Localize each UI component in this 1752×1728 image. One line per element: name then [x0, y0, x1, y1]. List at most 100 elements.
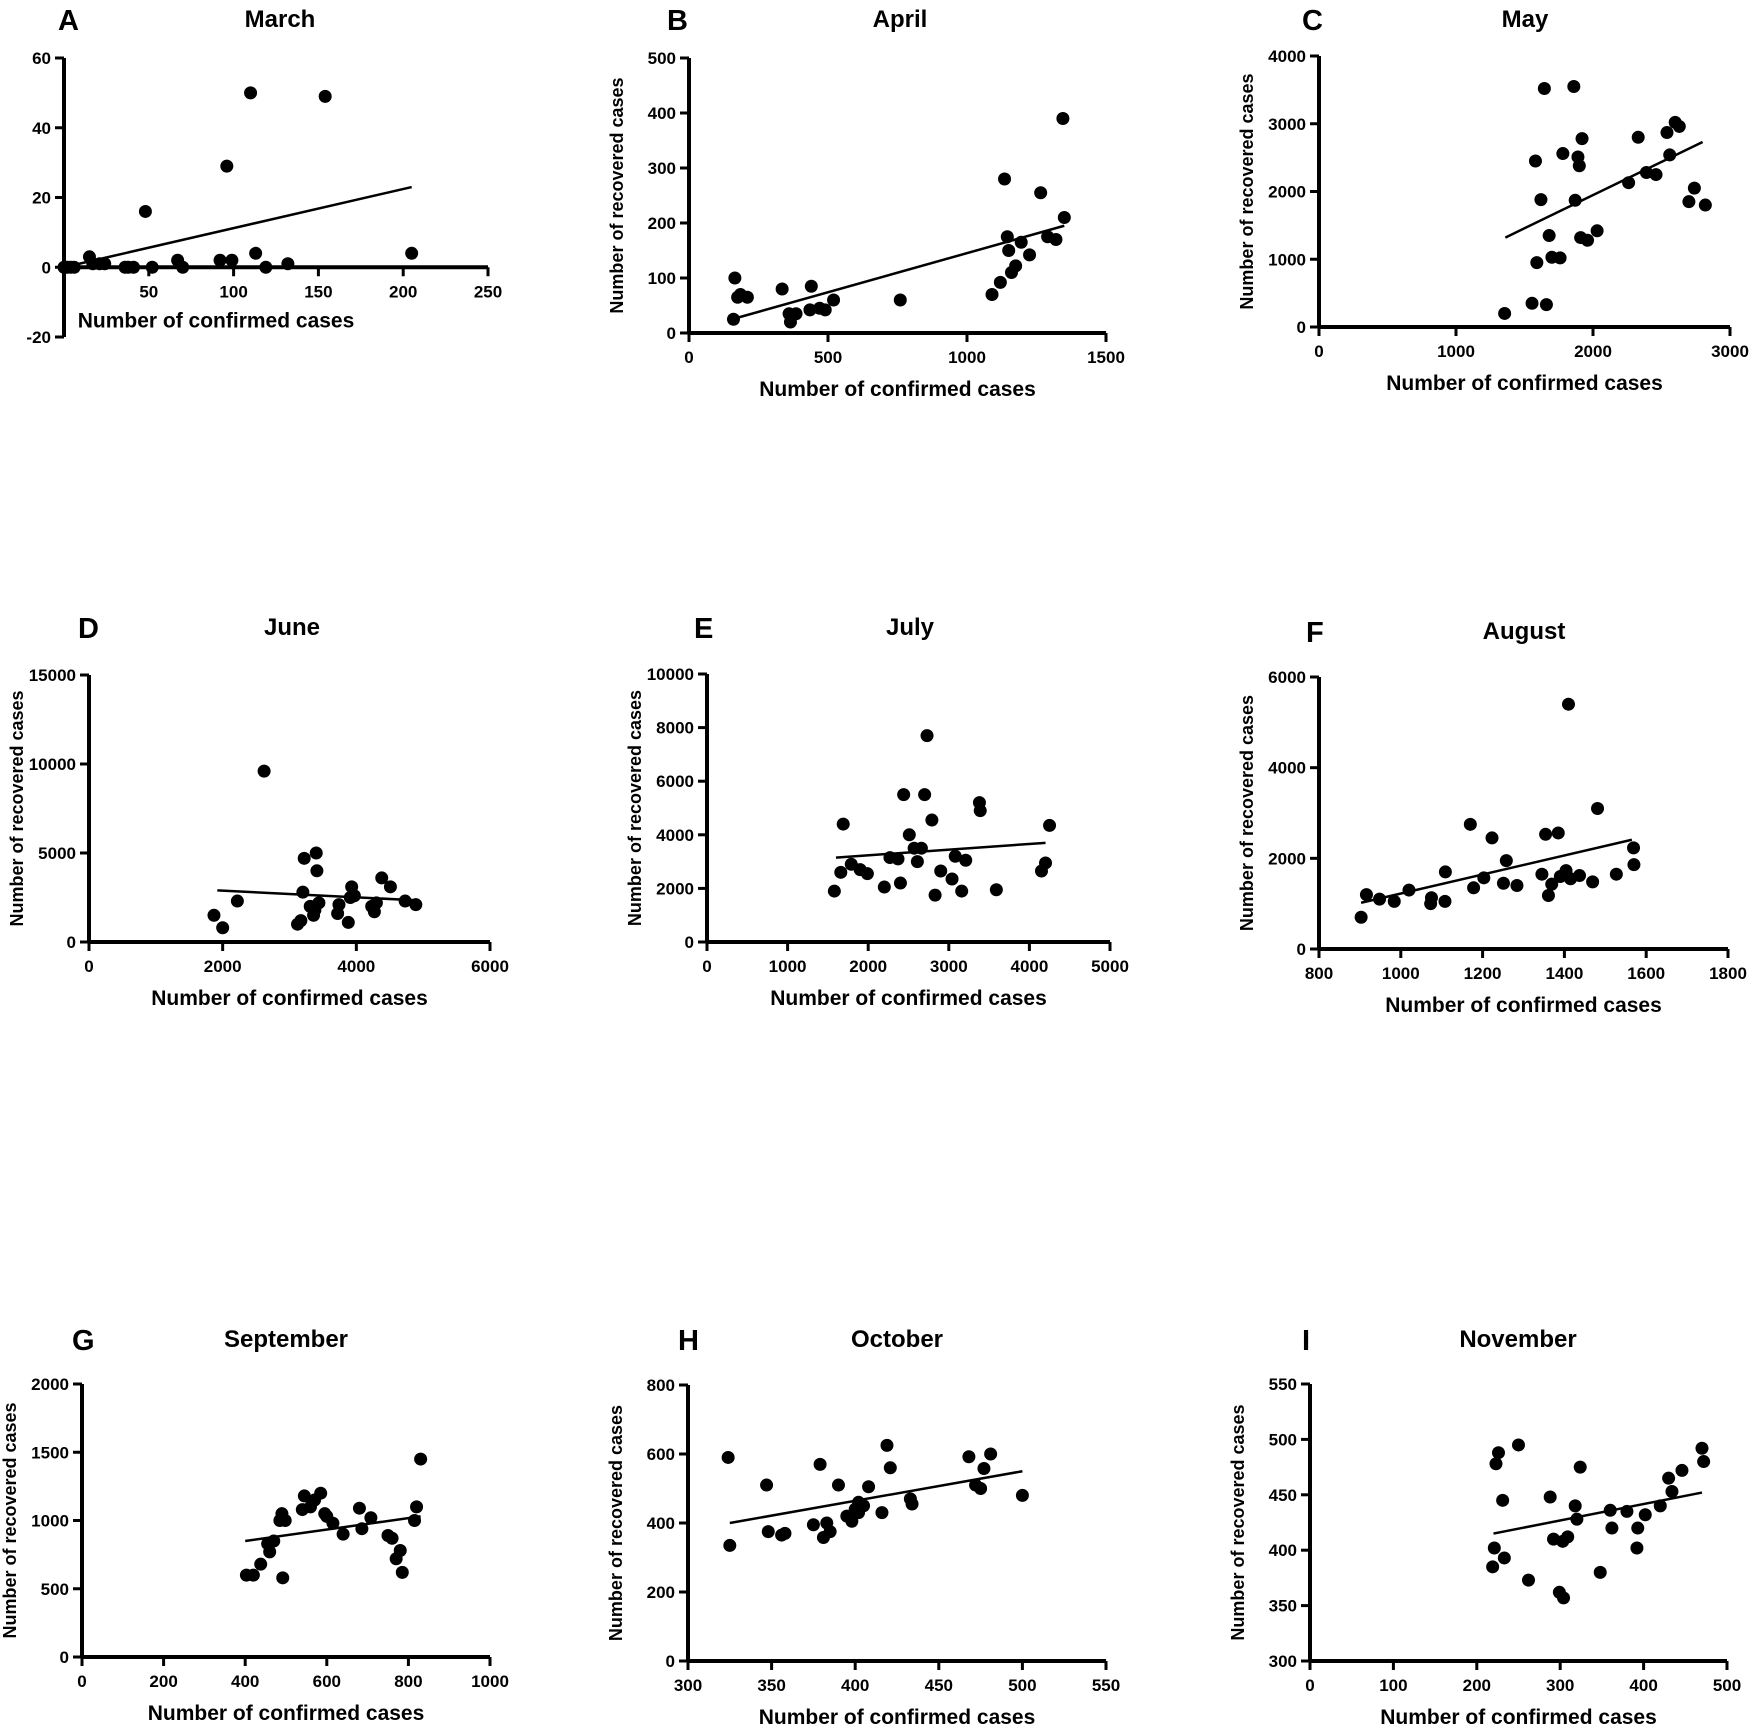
data-point [1543, 1490, 1557, 1504]
data-point [834, 865, 848, 879]
data-point [1603, 1503, 1617, 1517]
x-tick-label: 1500 [1087, 348, 1125, 367]
y-tick-label: 4000 [1268, 47, 1306, 66]
data-point [831, 1478, 845, 1492]
data-point [385, 1531, 399, 1545]
y-axis-label: Number of recovered cases [1237, 695, 1257, 931]
y-tick-label: 2000 [31, 1375, 69, 1394]
data-point [176, 260, 190, 274]
x-tick-label: 200 [389, 282, 417, 301]
x-tick-label: 100 [1379, 1676, 1407, 1695]
data-point [1665, 1484, 1679, 1498]
data-point [1489, 1457, 1503, 1471]
data-point [393, 1544, 407, 1558]
data-point [1015, 1488, 1029, 1502]
data-point [862, 1480, 876, 1494]
x-tick-label: 550 [1092, 1676, 1120, 1695]
data-point [1496, 1493, 1510, 1507]
data-point [1570, 1512, 1584, 1526]
panel-june: D June 0 5000 10000 15000 0 2000 4000 6000 Number … [7, 613, 509, 1010]
panel-letter: D [78, 613, 99, 645]
data-point [1002, 244, 1016, 257]
panel-title: April [873, 6, 928, 33]
data-point [857, 1499, 871, 1513]
data-point [408, 1514, 422, 1527]
x-tick-label: 500 [1713, 1676, 1741, 1695]
panel-may: C May 0 1000 2000 3000 4000 0 1000 2000 3000 Number… [1237, 5, 1749, 395]
data-point [804, 279, 818, 293]
data-point [352, 1501, 366, 1515]
y-tick-label: 0 [67, 933, 76, 952]
data-point [1424, 891, 1438, 905]
data-point [993, 275, 1007, 289]
y-tick-label: 350 [1269, 1597, 1297, 1616]
x-tick-label: 0 [1314, 342, 1323, 361]
data-point [728, 271, 742, 285]
x-tick-label: 200 [149, 1672, 177, 1691]
data-point [1522, 1573, 1536, 1587]
data-point [740, 290, 754, 304]
data-point [405, 246, 419, 260]
x-tick-label: 0 [84, 957, 93, 976]
data-point [761, 1525, 775, 1539]
x-axis-label: Number of confirmed cases [759, 1706, 1036, 1728]
data-point [1609, 867, 1623, 881]
data-point [1496, 876, 1510, 890]
data-point [985, 288, 999, 301]
data-point [220, 159, 234, 173]
x-tick-label: 5000 [1091, 957, 1129, 976]
data-point [860, 867, 874, 881]
data-point [893, 293, 907, 307]
panel-november: I November 300 350 400 450 500 550 0 100 200 300 400… [1228, 1325, 1741, 1728]
panel-letter: A [58, 5, 79, 37]
y-tick-label: 0 [685, 933, 694, 952]
data-point [1359, 888, 1373, 902]
data-point [310, 864, 324, 878]
data-point [1049, 233, 1063, 246]
panel-title: July [886, 614, 935, 641]
data-point [1675, 1463, 1689, 1477]
data-point [1497, 1551, 1511, 1565]
data-point [364, 1511, 378, 1525]
data-point [1653, 1499, 1667, 1513]
x-tick-label: 450 [925, 1676, 953, 1695]
data-point [297, 1489, 311, 1503]
data-point [318, 89, 332, 103]
x-tick-label: 500 [814, 348, 842, 367]
x-tick-label: 1400 [1545, 964, 1583, 983]
y-tick-label: 1000 [1268, 250, 1306, 269]
data-point [1561, 1530, 1575, 1544]
panel-letter: H [678, 1325, 699, 1357]
data-point [249, 246, 263, 260]
data-point [1649, 168, 1663, 182]
data-point [789, 307, 803, 321]
panel-letter: E [694, 613, 713, 645]
data-point [296, 885, 310, 899]
y-axis-label: Number of recovered cases [625, 690, 645, 926]
data-point [973, 804, 987, 818]
data-point [818, 303, 832, 317]
panel-april: B April 0 100 200 300 400 500 0 500 1000 1500 Number… [607, 5, 1125, 401]
y-axis-label: Number of recovered cases [1237, 73, 1257, 309]
y-tick-label: 300 [648, 159, 676, 178]
y-tick-label: 0 [1297, 940, 1306, 959]
data-point [726, 312, 740, 326]
data-point [409, 898, 423, 912]
y-tick-label: 400 [647, 1514, 675, 1533]
y-tick-label: 400 [1269, 1541, 1297, 1560]
y-tick-label: 4000 [656, 826, 694, 845]
x-tick-label: 800 [394, 1672, 422, 1691]
data-point [138, 204, 152, 218]
data-point [1039, 856, 1053, 870]
x-axis-label: Number of confirmed cases [1380, 1706, 1657, 1728]
data-point [1568, 193, 1582, 207]
data-point [1627, 858, 1641, 872]
data-point [1572, 159, 1586, 173]
data-point [225, 253, 239, 267]
data-point [1662, 1471, 1676, 1485]
data-point [1487, 1541, 1501, 1555]
data-point [213, 253, 227, 267]
data-point [1638, 1508, 1652, 1522]
data-point [1551, 826, 1565, 840]
data-point [1605, 1521, 1619, 1535]
